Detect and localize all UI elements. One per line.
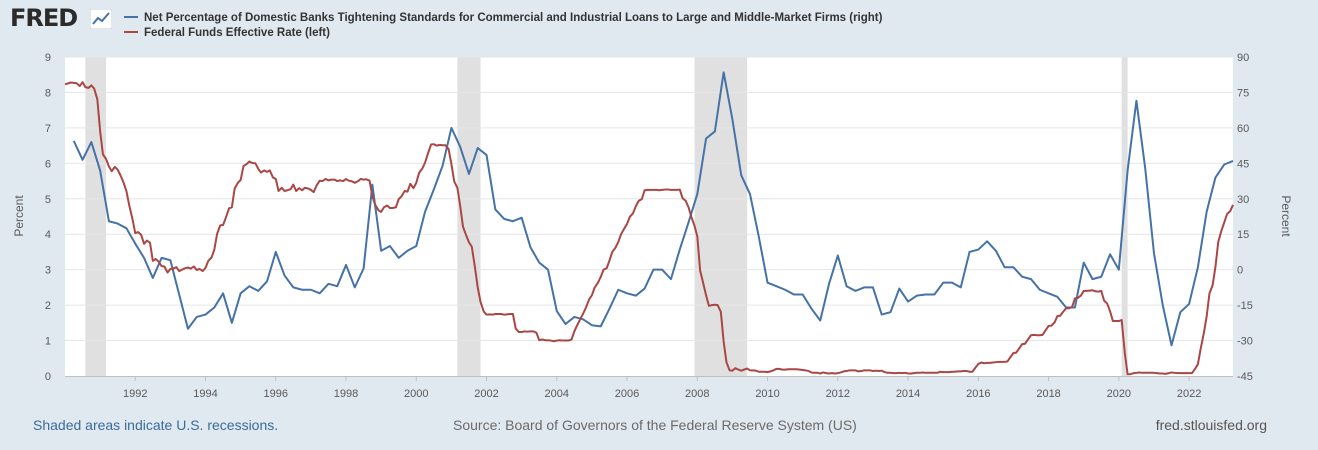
legend-swatch-red [124,30,138,33]
fred-logo[interactable]: FRED [10,4,78,32]
left-tick-label: 5 [45,194,51,206]
left-tick-label: 8 [45,87,51,99]
x-tick-label: 1996 [264,388,288,400]
left-tick-label: 3 [45,265,51,277]
right-tick-label: 45 [1237,158,1249,170]
x-tick-label: 2022 [1177,388,1201,400]
series-line-bank-tightening [72,71,1234,347]
recession-band [694,57,748,376]
x-tick-label: 1994 [193,388,217,400]
left-tick-label: 9 [45,52,51,64]
x-tick-label: 2004 [545,388,569,400]
left-tick-label: 4 [45,229,51,241]
right-tick-label: -30 [1237,336,1253,348]
right-tick-label: 60 [1237,123,1249,135]
x-tick-label: 1992 [123,388,147,400]
x-tick-label: 2010 [755,388,779,400]
x-tick-label: 2016 [966,388,990,400]
left-tick-label: 7 [45,123,51,135]
x-tick-label: 1998 [334,388,358,400]
right-tick-label: 90 [1237,52,1249,64]
legend-label-bank-tightening: Net Percentage of Domestic Banks Tighten… [144,12,883,24]
left-tick-label: 6 [45,158,51,170]
legend-label-fed-funds: Federal Funds Effective Rate (left) [144,27,330,39]
x-tick-label: 2018 [1036,388,1060,400]
right-tick-label: 75 [1237,87,1249,99]
x-tick-label: 2020 [1107,388,1131,400]
x-tick-label: 2012 [826,388,850,400]
left-tick-label: 1 [45,336,51,348]
right-tick-label: 30 [1237,194,1249,206]
recession-footnote: Shaded areas indicate U.S. recessions. [33,417,279,433]
x-tick-label: 2006 [615,388,639,400]
x-tick-label: 2014 [896,388,920,400]
x-tick-label: 2002 [474,388,498,400]
right-tick-label: -15 [1237,300,1253,312]
series-line-fed-funds [64,81,1234,376]
site-link[interactable]: fred.stlouisfed.org [1155,417,1267,433]
recession-band [457,57,481,376]
plot-area [65,57,1233,376]
recession-shading [85,57,1128,376]
y-axis-label-right: Percent [1279,195,1293,237]
x-tick-label: 2000 [404,388,428,400]
source-note: Source: Board of Governors of the Federa… [453,417,857,433]
legend-item-fed-funds: Federal Funds Effective Rate (left) [124,26,330,40]
left-tick-label: 2 [45,300,51,312]
gridlines [65,56,1233,342]
recession-band [1121,57,1128,376]
y-axis-label-left: Percent [12,195,26,237]
legend-item-bank-tightening: Net Percentage of Domestic Banks Tighten… [124,11,882,25]
recession-band [85,57,107,376]
series-lines [64,71,1234,376]
left-tick-label: 0 [45,371,51,383]
legend-swatch-blue [124,15,138,18]
right-tick-label: -45 [1237,371,1253,383]
x-tick-label: 2008 [685,388,709,400]
right-tick-label: 15 [1237,229,1249,241]
fred-graph-icon [90,9,112,29]
right-tick-label: 0 [1237,265,1243,277]
